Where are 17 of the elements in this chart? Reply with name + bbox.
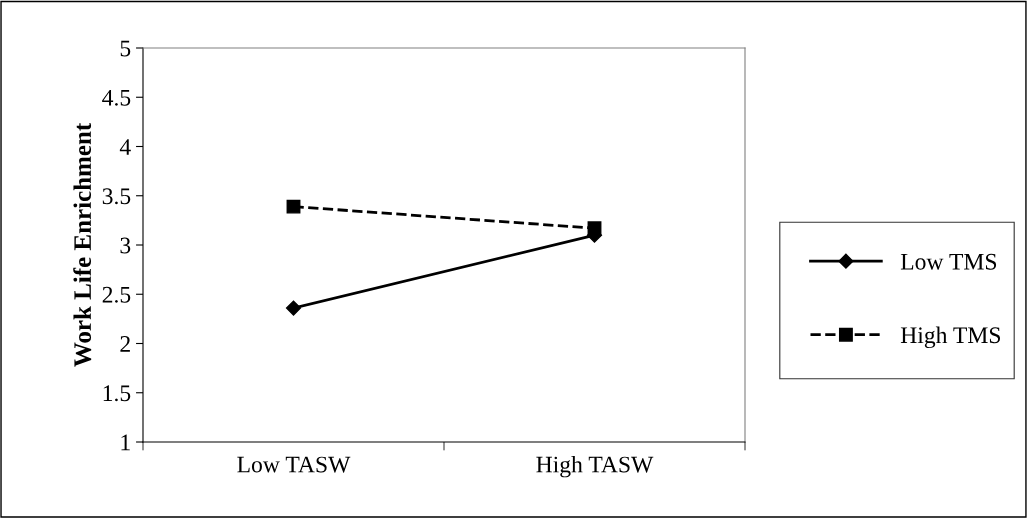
y-tick-label: 2.5	[102, 286, 131, 303]
y-tick-label: 1	[121, 434, 130, 451]
point	[285, 300, 302, 316]
y-tick-label: 4	[119, 139, 131, 155]
y-tick-label: 3.5	[102, 188, 131, 205]
y-tick-label: 4.5	[102, 89, 131, 106]
point	[587, 221, 602, 236]
y-tick-label: 5	[120, 40, 131, 57]
legend-label: High TMS	[900, 326, 1001, 349]
y-tick-label: 3	[120, 237, 131, 254]
y-axis-title: Work Life Enrichment	[73, 122, 92, 367]
legend-label: Low TMS	[900, 253, 997, 270]
x-tick-label: High TASW	[536, 455, 654, 478]
x-tick-label: Low TASW	[237, 456, 351, 473]
y-tick-label: 1.5	[103, 385, 131, 402]
point	[286, 199, 301, 214]
y-tick-label: 2	[120, 336, 130, 352]
